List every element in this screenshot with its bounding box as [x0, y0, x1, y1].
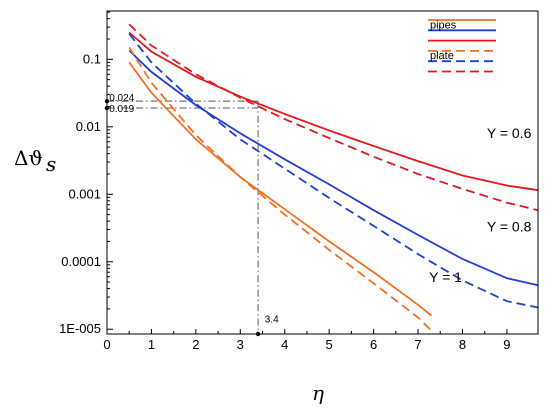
- series-line: [128, 31, 539, 192]
- y-axis-label-sub: s: [46, 152, 56, 176]
- x-tick-label: 9: [503, 337, 510, 352]
- x-axis-label: η: [312, 381, 324, 405]
- x-tick-label: 8: [459, 337, 466, 352]
- x-tick-label: 7: [414, 337, 421, 352]
- y-axis-label: Δϑ s: [14, 146, 56, 176]
- series-line: [128, 33, 539, 309]
- x-tick-label: 1: [148, 337, 155, 352]
- y-tick-label: 1E-005: [59, 321, 101, 336]
- series-line: [128, 61, 432, 317]
- annotation-label: 3.4: [265, 315, 279, 326]
- legend-label: pipes: [430, 19, 457, 31]
- x-tick-label: 5: [326, 337, 333, 352]
- annotation-label: 0.024: [109, 93, 134, 104]
- plot-frame: [106, 10, 539, 335]
- y-tick-label: 0.001: [68, 186, 101, 201]
- x-tick-label: 2: [192, 337, 199, 352]
- x-tick-label: 3: [237, 337, 244, 352]
- annotation-label: Y = 0.6: [487, 125, 532, 141]
- tick-group: 0 1 2 3 4 5 6 7 8 9 1E-005 0.0001 0.001 0.01 0.1: [59, 11, 511, 352]
- annotation-label: Y = 0.8: [487, 219, 532, 235]
- y-axis-label-base: Δϑ: [14, 146, 43, 170]
- annotation-label: 0.019: [109, 104, 134, 115]
- series-line: [128, 49, 539, 287]
- series-line: [128, 23, 539, 212]
- y-tick-label: 0.0001: [61, 254, 101, 269]
- series-group: [128, 23, 539, 332]
- x-tick-label: 0: [103, 337, 110, 352]
- guide-lines: [104, 98, 261, 337]
- x-tick-label: 6: [370, 337, 377, 352]
- series-line: [128, 46, 433, 332]
- legend: pipes plate: [428, 19, 496, 73]
- legend-label: plate: [430, 50, 454, 62]
- y-tick-label: 0.1: [83, 51, 101, 66]
- y-tick-label: 0.01: [76, 119, 101, 134]
- annotation-label: Y = 1: [429, 269, 462, 285]
- x-tick-label: 4: [281, 337, 288, 352]
